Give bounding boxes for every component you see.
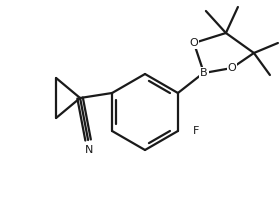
- Text: B: B: [200, 68, 208, 78]
- Text: N: N: [85, 145, 93, 155]
- Text: O: O: [228, 63, 236, 73]
- Text: O: O: [190, 38, 198, 48]
- Text: F: F: [193, 126, 199, 136]
